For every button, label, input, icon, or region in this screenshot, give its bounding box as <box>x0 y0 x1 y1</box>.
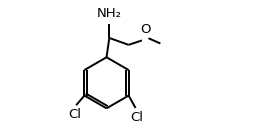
Text: Cl: Cl <box>131 111 144 124</box>
Text: NH₂: NH₂ <box>97 7 122 20</box>
Text: Cl: Cl <box>68 108 81 121</box>
Text: O: O <box>140 23 151 36</box>
